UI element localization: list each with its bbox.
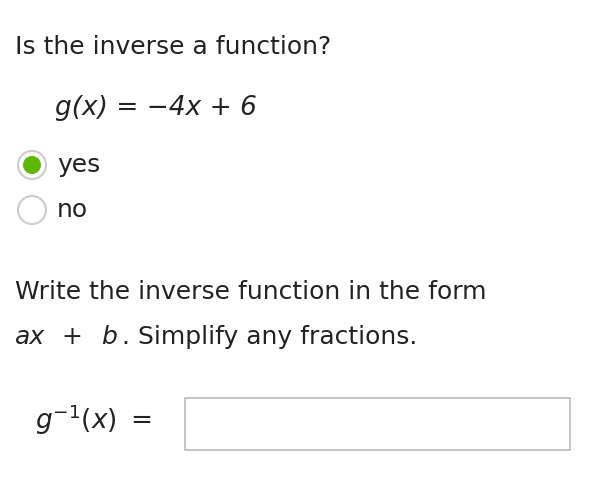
Text: Write the inverse function in the form: Write the inverse function in the form — [15, 280, 487, 304]
Text: ax: ax — [15, 325, 45, 349]
Circle shape — [23, 156, 41, 174]
Text: b: b — [101, 325, 118, 349]
Text: no: no — [57, 198, 88, 222]
Text: Is the inverse a function?: Is the inverse a function? — [15, 35, 331, 59]
Text: $g^{-1}(x)\ =$: $g^{-1}(x)\ =$ — [35, 403, 152, 437]
Text: g(x) = −4x + 6: g(x) = −4x + 6 — [55, 95, 257, 121]
Text: . Simplify any fractions.: . Simplify any fractions. — [122, 325, 418, 349]
Text: +: + — [54, 325, 91, 349]
Circle shape — [18, 151, 46, 179]
Circle shape — [18, 196, 46, 224]
FancyBboxPatch shape — [185, 398, 570, 450]
Text: yes: yes — [57, 153, 100, 177]
